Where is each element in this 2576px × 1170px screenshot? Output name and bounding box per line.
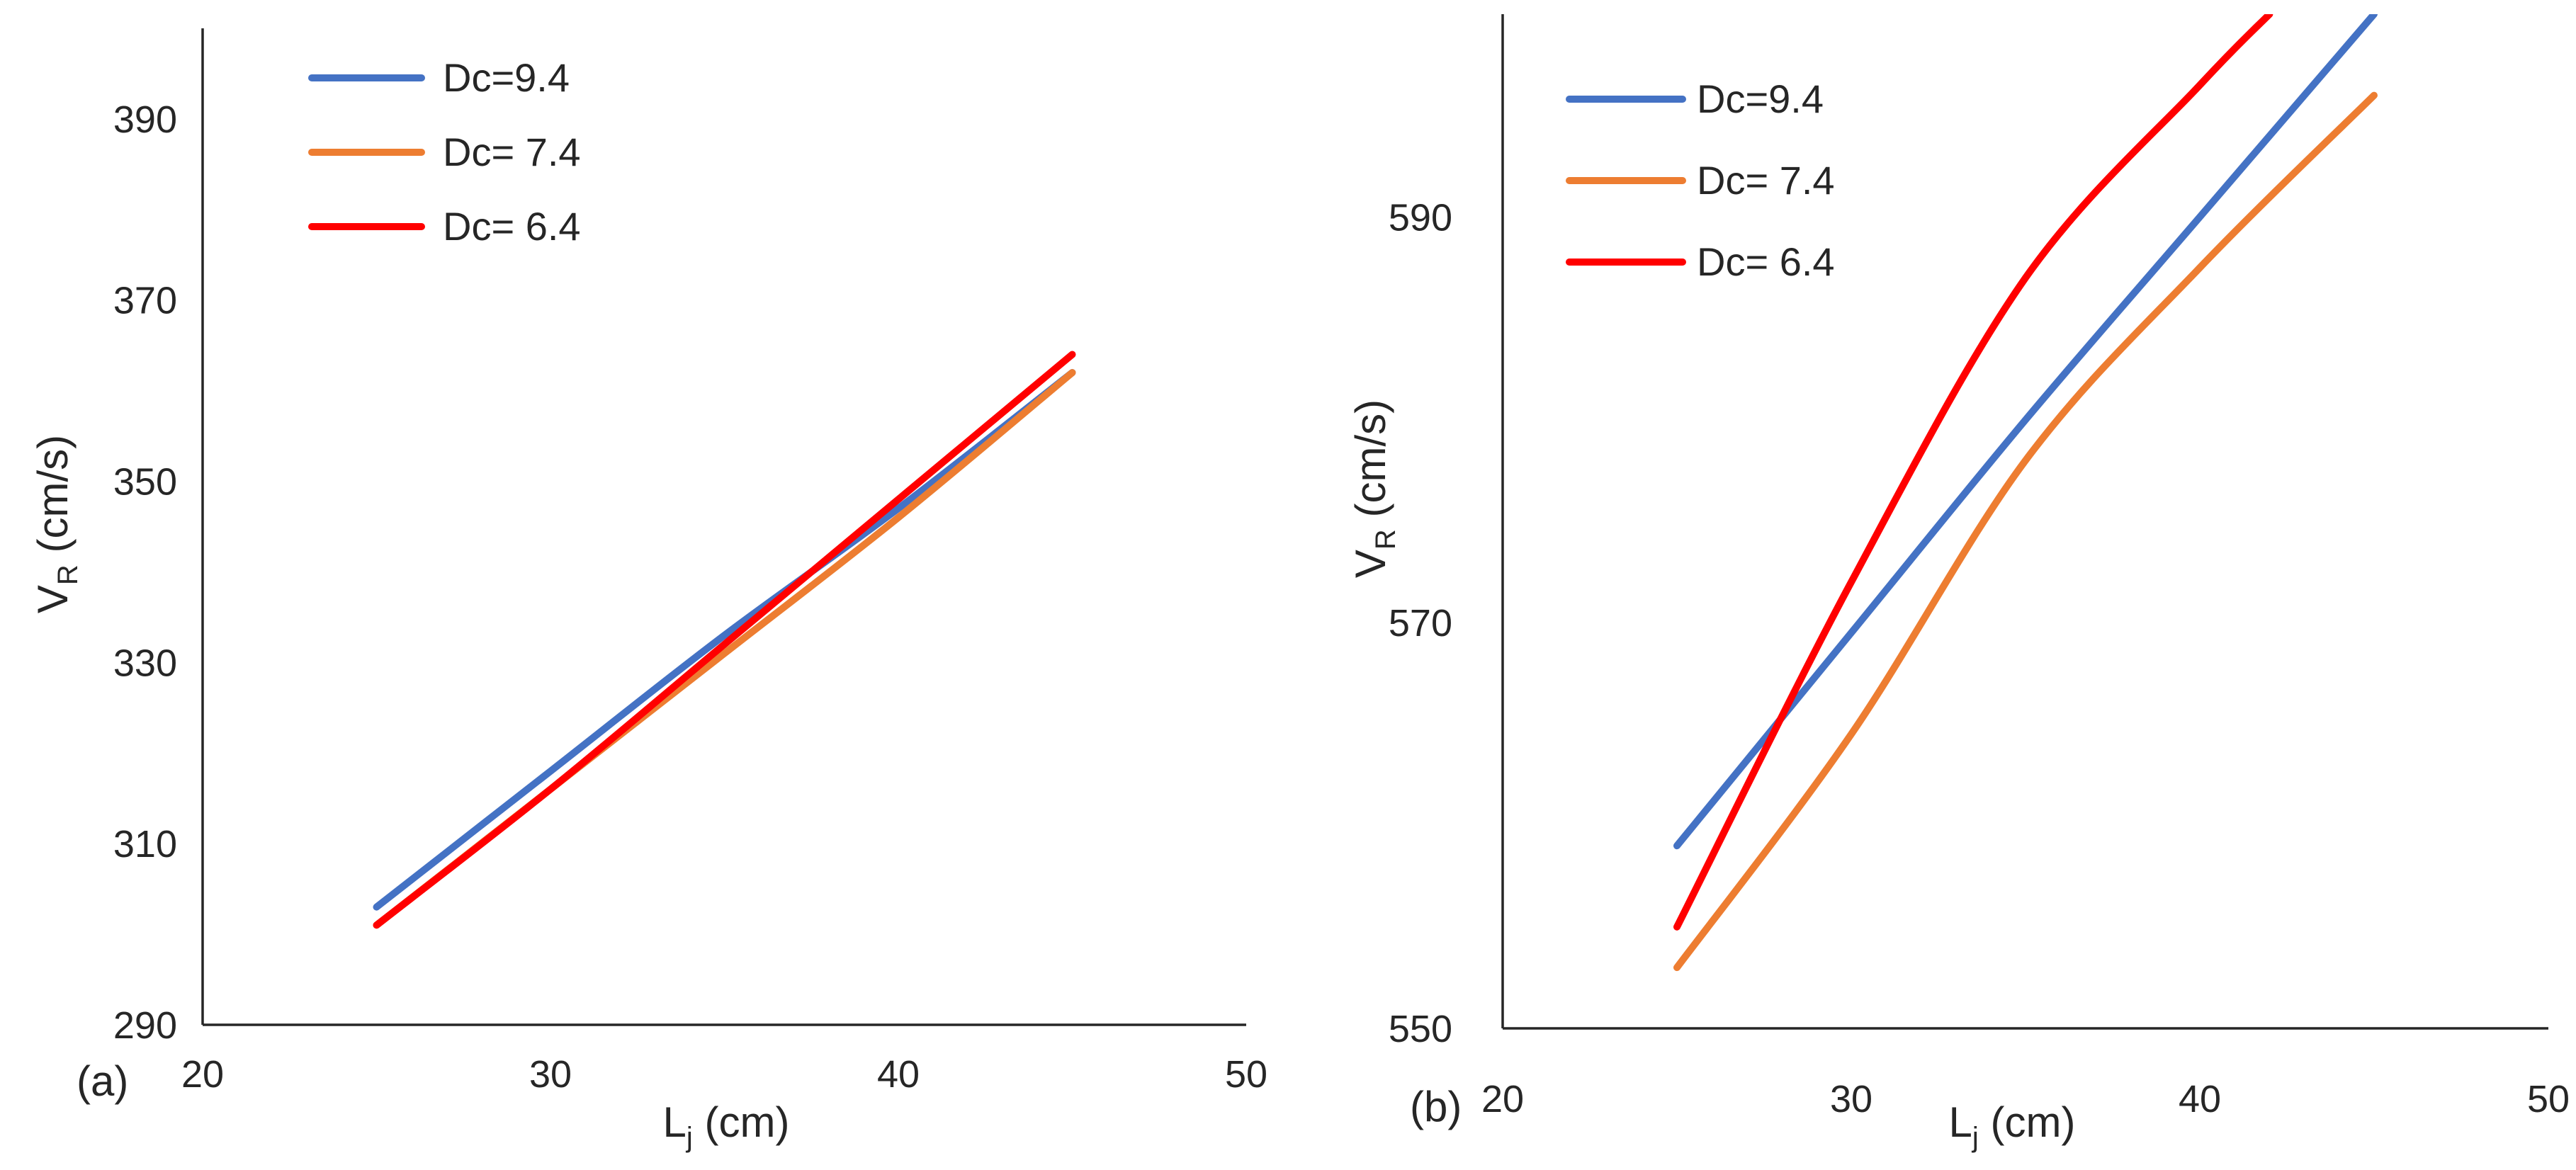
- y-tick-labels: 550 570 590: [1389, 196, 1452, 1050]
- legend-label-dc7-4: Dc= 7.4: [1697, 158, 1835, 203]
- x-axis-title-main: L: [663, 1098, 687, 1146]
- y-axis-title-main: V: [29, 585, 77, 613]
- x-tick-label: 30: [1830, 1078, 1872, 1120]
- y-tick-labels: 290 310 330 350 370 390: [113, 98, 177, 1047]
- y-axis-title: VR (cm/s): [29, 435, 84, 613]
- x-tick-labels: 20 30 40 50: [1481, 1078, 2570, 1120]
- y-tick-label: 570: [1389, 602, 1452, 644]
- legend-label-dc9-4: Dc=9.4: [1697, 76, 1824, 121]
- legend-label-dc6-4: Dc= 6.4: [443, 204, 581, 249]
- legend-label-dc7-4: Dc= 7.4: [443, 130, 581, 174]
- series-line-dc9-4: [373, 369, 1076, 911]
- y-axis-title-space: [1347, 518, 1394, 530]
- legend: Dc=9.4 Dc= 7.4 Dc= 6.4: [308, 55, 581, 249]
- series-line-dc7-4: [1673, 91, 2378, 972]
- x-axis-title-space: [1979, 1098, 1991, 1146]
- x-tick-label: 40: [877, 1053, 920, 1096]
- panel-label-b: (b): [1410, 1083, 1462, 1130]
- x-tick-label: 50: [1225, 1053, 1267, 1096]
- y-tick-label: 310: [113, 823, 177, 865]
- x-tick-label: 40: [2179, 1078, 2221, 1120]
- y-axis-title-space: [29, 553, 77, 565]
- series-line-dc6-4: [373, 351, 1076, 929]
- x-axis-title-unit: (cm): [704, 1098, 789, 1146]
- x-axis-title-unit: (cm): [1990, 1098, 2075, 1146]
- series-line-dc6-4: [1673, 14, 2273, 931]
- y-axis-title-subscript: R: [1370, 529, 1401, 550]
- y-axis-title-subscript: R: [52, 564, 84, 585]
- y-tick-label: 370: [113, 280, 177, 322]
- x-tick-label: 30: [529, 1053, 572, 1096]
- x-tick-label: 20: [1481, 1078, 1524, 1120]
- y-tick-label: 350: [113, 461, 177, 504]
- x-tick-label: 20: [181, 1053, 224, 1096]
- y-tick-label: 390: [113, 98, 177, 141]
- x-tick-labels: 20 30 40 50: [181, 1053, 1267, 1096]
- y-tick-label: 330: [113, 642, 177, 684]
- x-axis-title: Lj (cm): [1949, 1098, 2076, 1153]
- legend: Dc=9.4 Dc= 7.4 Dc= 6.4: [1566, 76, 1835, 284]
- x-axis-title-subscript: j: [686, 1122, 693, 1153]
- y-tick-label: 590: [1389, 196, 1452, 239]
- x-axis-title: Lj (cm): [663, 1098, 790, 1153]
- chart-panel-a: 290 310 330 350 370 390 20 30 40 50 Dc=9.4 Dc= 7.…: [29, 28, 1267, 1153]
- series-group: [1673, 14, 2378, 972]
- y-axis-title-unit: (cm/s): [1347, 399, 1394, 518]
- x-axis-title-space: [693, 1098, 705, 1146]
- legend-label-dc9-4: Dc=9.4: [443, 55, 570, 100]
- x-axis-title-main: L: [1949, 1098, 1972, 1146]
- x-tick-label: 50: [2527, 1078, 2570, 1120]
- x-axis-title-subscript: j: [1972, 1122, 1979, 1153]
- legend-label-dc6-4: Dc= 6.4: [1697, 239, 1835, 284]
- series-group: [373, 351, 1076, 929]
- y-axis-title: VR (cm/s): [1347, 399, 1401, 578]
- y-tick-label: 290: [113, 1004, 177, 1047]
- y-axis-title-unit: (cm/s): [29, 435, 77, 553]
- y-tick-label: 550: [1389, 1008, 1452, 1050]
- panel-label-a: (a): [77, 1057, 128, 1105]
- y-axis-title-main: V: [1347, 550, 1394, 578]
